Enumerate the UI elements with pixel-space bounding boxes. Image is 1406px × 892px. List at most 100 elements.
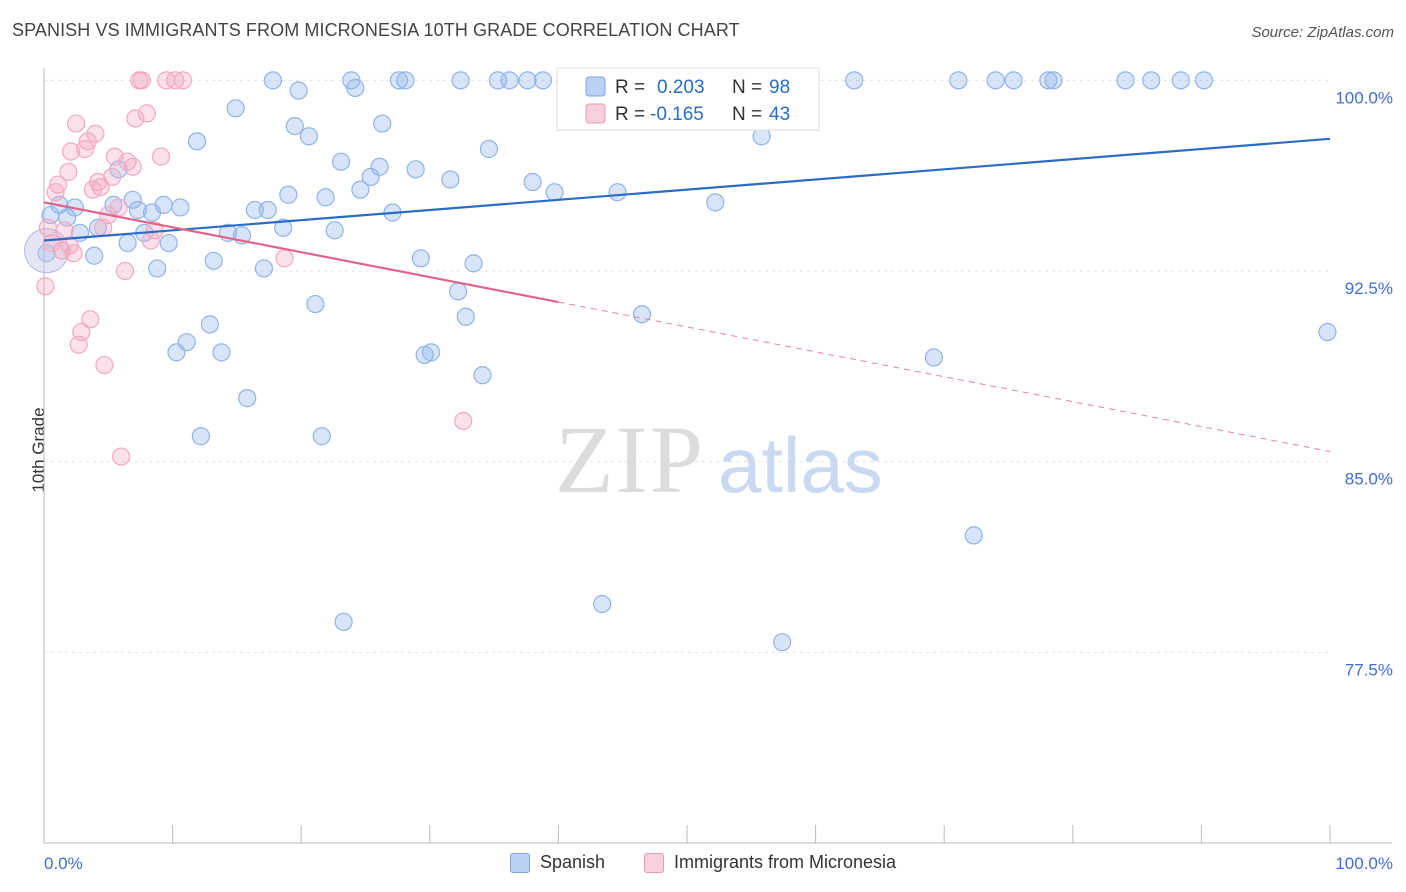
spanish-point-60 [456,307,475,326]
legend-label-micronesia: Immigrants from Micronesia [674,852,897,872]
spanish-point-6 [85,246,104,265]
spanish-point-59 [448,282,468,301]
spanish-point-54 [406,160,425,179]
spanish-point-61 [451,71,470,90]
spanish-point-48 [361,167,380,187]
legend-item-micronesia[interactable]: Immigrants from Micronesia [644,852,896,873]
spanish-point-11 [123,190,142,209]
spanish-point-92 [1039,71,1058,90]
gridlines [44,79,1330,653]
spanish-point-32 [258,200,277,220]
spanish-point-38 [299,127,319,146]
trend-line-spanish [43,137,1331,242]
stats-legend-n-label-micronesia: N = [732,104,762,125]
spanish-point-8 [104,195,123,215]
series-spanish-points [24,71,1337,652]
legend-swatch-micronesia [644,852,664,873]
trend-line-dashed-micronesia [558,301,1331,452]
spanish-point-63 [473,366,492,385]
trend-lines [43,137,1331,452]
spanish-point-70 [545,183,564,202]
micronesia-point-1 [38,218,57,237]
spanish-point-74 [593,594,612,614]
trend-line-micronesia [43,201,559,304]
micronesia-point-40 [275,249,294,268]
stats-legend-r-value-spanish: 0.203 [657,77,705,98]
micronesia-point-38 [166,71,185,90]
spanish-point-69 [533,71,553,90]
micronesia-point-7 [59,162,78,181]
spanish-point-90 [986,71,1005,90]
spanish-point-52 [389,71,409,90]
micronesia-point-0 [36,277,55,296]
micronesia-point-12 [72,322,91,342]
spanish-point-68 [523,172,542,192]
y-tick-label-0: 100.0% [1335,88,1393,107]
stats-legend-r-value-micronesia: -0.165 [650,104,704,125]
spanish-point-50 [373,114,392,133]
x-tick-label-min: 0.0% [44,854,83,873]
stats-legend-swatch-spanish [585,76,606,97]
spanish-point-87 [924,348,944,367]
spanish-point-77 [632,305,652,324]
micronesia-point-26 [112,447,131,466]
spanish-point-84 [773,633,792,652]
y-tick-label-2: 85.0% [1345,470,1393,489]
spanish-point-36 [285,116,304,136]
spanish-point-33 [263,71,283,90]
micronesia-point-29 [123,157,142,176]
spanish-point-0 [37,244,56,263]
micronesia-point-42 [60,236,79,255]
stats-legend-n-value-spanish: 98 [769,77,790,98]
spanish-point-64 [479,139,499,159]
stats-legend-swatch-micronesia [585,103,606,124]
tick-labels: 100.0% 92.5% 85.0% 77.5% 0.0% 100.0% [44,88,1393,873]
legend-label-spanish: Spanish [540,852,606,872]
spanish-point-88 [949,71,968,90]
spanish-point-41 [316,188,335,207]
micronesia-point-36 [151,147,171,166]
micronesia-point-25 [109,198,128,217]
spanish-point-44 [334,612,353,631]
micronesia-point-18 [88,172,108,192]
spanish-point-97 [1194,71,1214,90]
watermark: ZIP atlas [555,406,883,513]
micronesia-point-4 [49,175,68,194]
spanish-point-30 [245,200,265,220]
spanish-point-25 [212,343,231,362]
micronesia-point-21 [95,355,114,375]
legend-swatch-spanish [510,852,530,873]
spanish-point-39 [306,294,325,314]
bottom-legend: Spanish Immigrants from Micronesia [0,850,1406,880]
x-tick-label-max: 100.0% [1335,854,1393,873]
spanish-point-98 [1318,322,1337,342]
y-tick-label-1: 92.5% [1345,279,1393,298]
source-label: Source: ZipAtlas.com [1251,24,1394,41]
spanish-point-10 [118,233,137,253]
micronesia-point-32 [132,71,151,90]
spanish-point-57 [421,343,441,362]
spanish-point-29 [238,389,257,408]
spanish-point-20 [177,333,196,352]
spanish-point-93 [1044,71,1063,90]
spanish-point-94 [1116,71,1135,90]
micronesia-point-27 [115,261,135,281]
micronesia-point-14 [78,132,97,151]
micronesia-point-30 [126,109,145,128]
micronesia-point-41 [454,411,473,431]
spanish-point-17 [159,233,178,253]
legend-item-spanish[interactable]: Spanish [510,852,605,873]
spanish-point-19 [171,198,190,217]
spanish-point-40 [312,427,331,446]
micronesia-point-39 [173,71,192,90]
spanish-point-31 [254,259,274,278]
spanish-point-43 [331,152,351,171]
spanish-point-91 [1004,71,1023,90]
spanish-point-46 [346,78,365,98]
spanish-point-89 [964,526,983,545]
micronesia-point-33 [137,104,156,123]
spanish-point-53 [396,71,415,90]
spanish-point-47 [351,180,370,199]
y-tick-label-3: 77.5% [1345,660,1393,679]
